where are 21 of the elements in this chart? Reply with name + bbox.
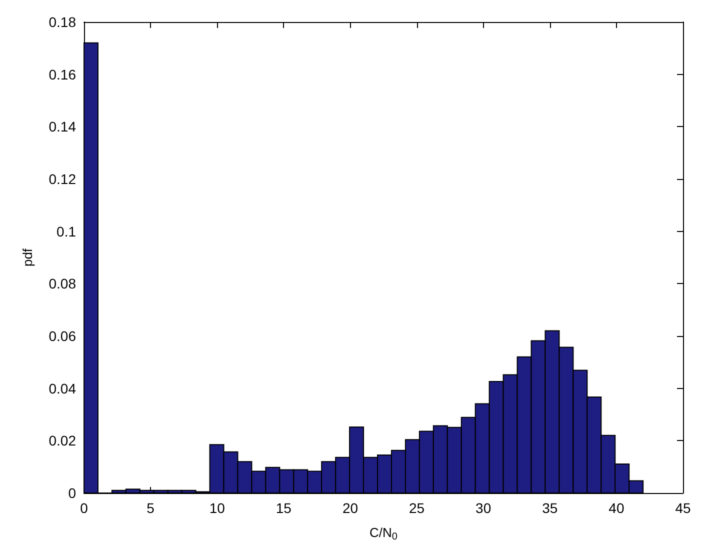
x-tick-label: 10 [209, 500, 226, 516]
x-tick-label: 25 [408, 500, 425, 516]
y-tick-label: 0.12 [48, 171, 76, 187]
y-tick-label: 0.08 [48, 276, 76, 292]
x-tick-label: 30 [476, 500, 492, 516]
x-tick-label: 5 [146, 500, 155, 516]
x-tick-label: 40 [608, 500, 624, 516]
x-tick-label: 15 [276, 500, 292, 516]
x-tick-label: 0 [80, 500, 88, 516]
y-axis-title: pdf [20, 248, 35, 267]
x-tick-label: 45 [675, 500, 691, 516]
y-tick-label: 0.06 [48, 328, 76, 344]
y-tick-label: 0.02 [48, 432, 76, 449]
y-tick-label: 0.1 [56, 223, 76, 240]
x-tick-label: 20 [342, 500, 358, 516]
x-tick-label: 35 [542, 500, 558, 516]
y-tick-label: 0.04 [48, 380, 76, 396]
y-tick-label: 0.14 [48, 118, 76, 135]
y-tick-label: 0.16 [48, 66, 76, 82]
y-tick-label: 0.18 [48, 14, 76, 30]
y-tick-label: 0 [68, 485, 76, 501]
